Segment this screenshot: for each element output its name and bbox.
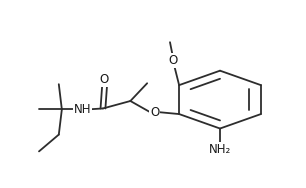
- Text: NH: NH: [74, 103, 91, 116]
- Text: O: O: [150, 106, 159, 119]
- Text: O: O: [168, 54, 178, 67]
- Text: O: O: [100, 73, 109, 86]
- Text: NH₂: NH₂: [209, 143, 231, 155]
